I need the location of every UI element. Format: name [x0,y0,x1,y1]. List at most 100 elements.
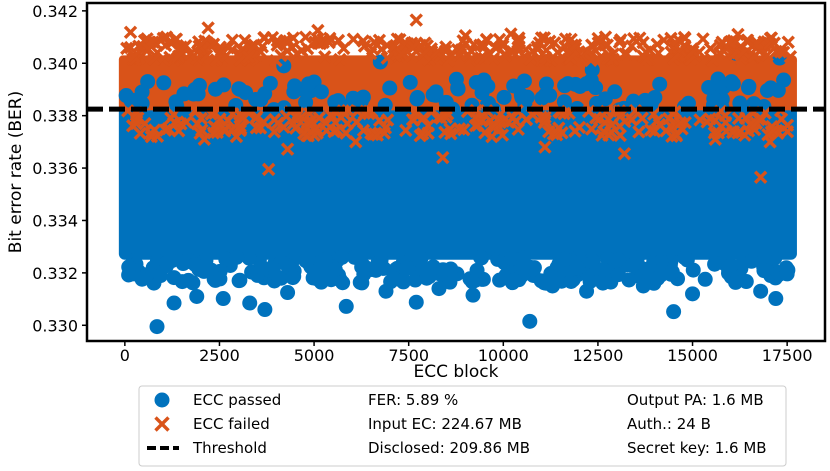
y-tick-label: 0.336 [32,159,78,178]
failed-point [747,37,762,51]
failed-point [416,126,430,141]
passed-point [753,283,769,299]
failed-point [278,34,292,48]
failed-point [715,35,729,49]
failed-point [766,123,781,137]
failed-point [270,38,284,52]
passed-point [396,272,412,288]
passed-point [156,75,172,91]
legend-box [138,385,787,467]
failed-point [316,35,330,50]
passed-point [763,80,779,96]
failed-point [598,30,613,44]
failed-point [613,128,627,143]
failed-point [409,13,423,27]
passed-point [428,84,444,100]
passed-point [650,271,666,287]
passed-point [168,94,184,110]
passed-point [611,267,627,283]
passed-point [515,250,531,266]
failed-point [762,36,777,51]
stat-auth: Auth.: 24 B [627,415,711,433]
failed-point [555,126,569,140]
failed-point [534,31,549,45]
passed-point [725,76,741,92]
passed-point [166,295,182,311]
failed-point [169,32,184,46]
failed-point [280,44,294,58]
passed-point [556,94,572,110]
x-axis: 0 2500 5000 7500 10000 12500 15000 17500 [120,341,813,365]
failed-point [763,135,777,149]
passed-point [768,291,784,307]
stat-output-pa: Output PA: 1.6 MB [627,391,764,409]
passed-point [652,76,668,92]
passed-point [557,251,573,267]
failed-point [731,27,745,42]
failed-point [323,31,337,45]
passed-point [402,74,418,90]
failed-point [416,111,431,125]
passed-point [257,86,273,102]
failed-point [393,32,407,47]
failed-point [686,44,700,58]
failed-point [632,125,646,139]
failed-point [298,30,313,44]
passed-point [265,260,281,276]
passed-point [579,283,595,299]
passed-point [664,264,680,280]
failed-point [168,116,183,131]
y-tick-label: 0.334 [32,211,78,230]
failed-point [179,39,193,53]
failed-point [295,43,309,58]
stat-secret-key: Secret key: 1.6 MB [627,439,767,457]
y-axis: 0.330 0.332 0.334 0.336 0.338 0.340 0.342 [32,2,87,335]
failed-point [439,40,453,54]
passed-point [313,84,329,100]
legend: ECC passed ECC failed Threshold FER: 5.8… [138,385,787,467]
passed-point [207,81,223,97]
y-tick-label: 0.340 [32,54,78,73]
failed-point [538,110,552,124]
failed-point [458,29,473,43]
passed-point [469,262,485,278]
failed-point [133,126,147,141]
failed-point [225,43,239,57]
failed-point [769,123,784,138]
failed-point [665,120,679,135]
failed-point [201,21,215,35]
plot-frame [85,1,827,343]
failed-point [749,116,764,130]
failed-point [589,111,603,125]
failed-point [416,47,431,61]
failed-point [336,41,351,56]
failed-point [708,132,722,146]
y-tick-label: 0.330 [32,316,78,335]
passed-point [697,271,713,287]
passed-point [572,78,588,94]
x-tick-label: 0 [120,346,130,365]
failed-point [678,31,692,46]
x-tick-label: 17500 [762,346,813,365]
failed-point [323,108,338,123]
passed-point [472,249,488,265]
passed-point [185,275,201,291]
passed-point [408,294,424,310]
failed-point [620,47,634,61]
failed-point [624,39,639,53]
failed-point [474,51,488,65]
legend-failed-label: ECC failed [193,415,270,433]
failed-point [265,30,280,45]
failed-point [673,116,688,130]
passed-point [134,84,150,100]
failed-point [733,125,747,139]
stat-input-ec: Input EC: 224.67 MB [368,415,522,433]
passed-point [254,259,270,275]
failed-point [639,53,653,67]
passed-point [557,78,573,94]
passed-point [779,266,795,282]
passed-point [280,285,296,301]
passed-point [285,270,301,286]
failed-point [511,122,525,136]
passed-point [373,252,389,268]
